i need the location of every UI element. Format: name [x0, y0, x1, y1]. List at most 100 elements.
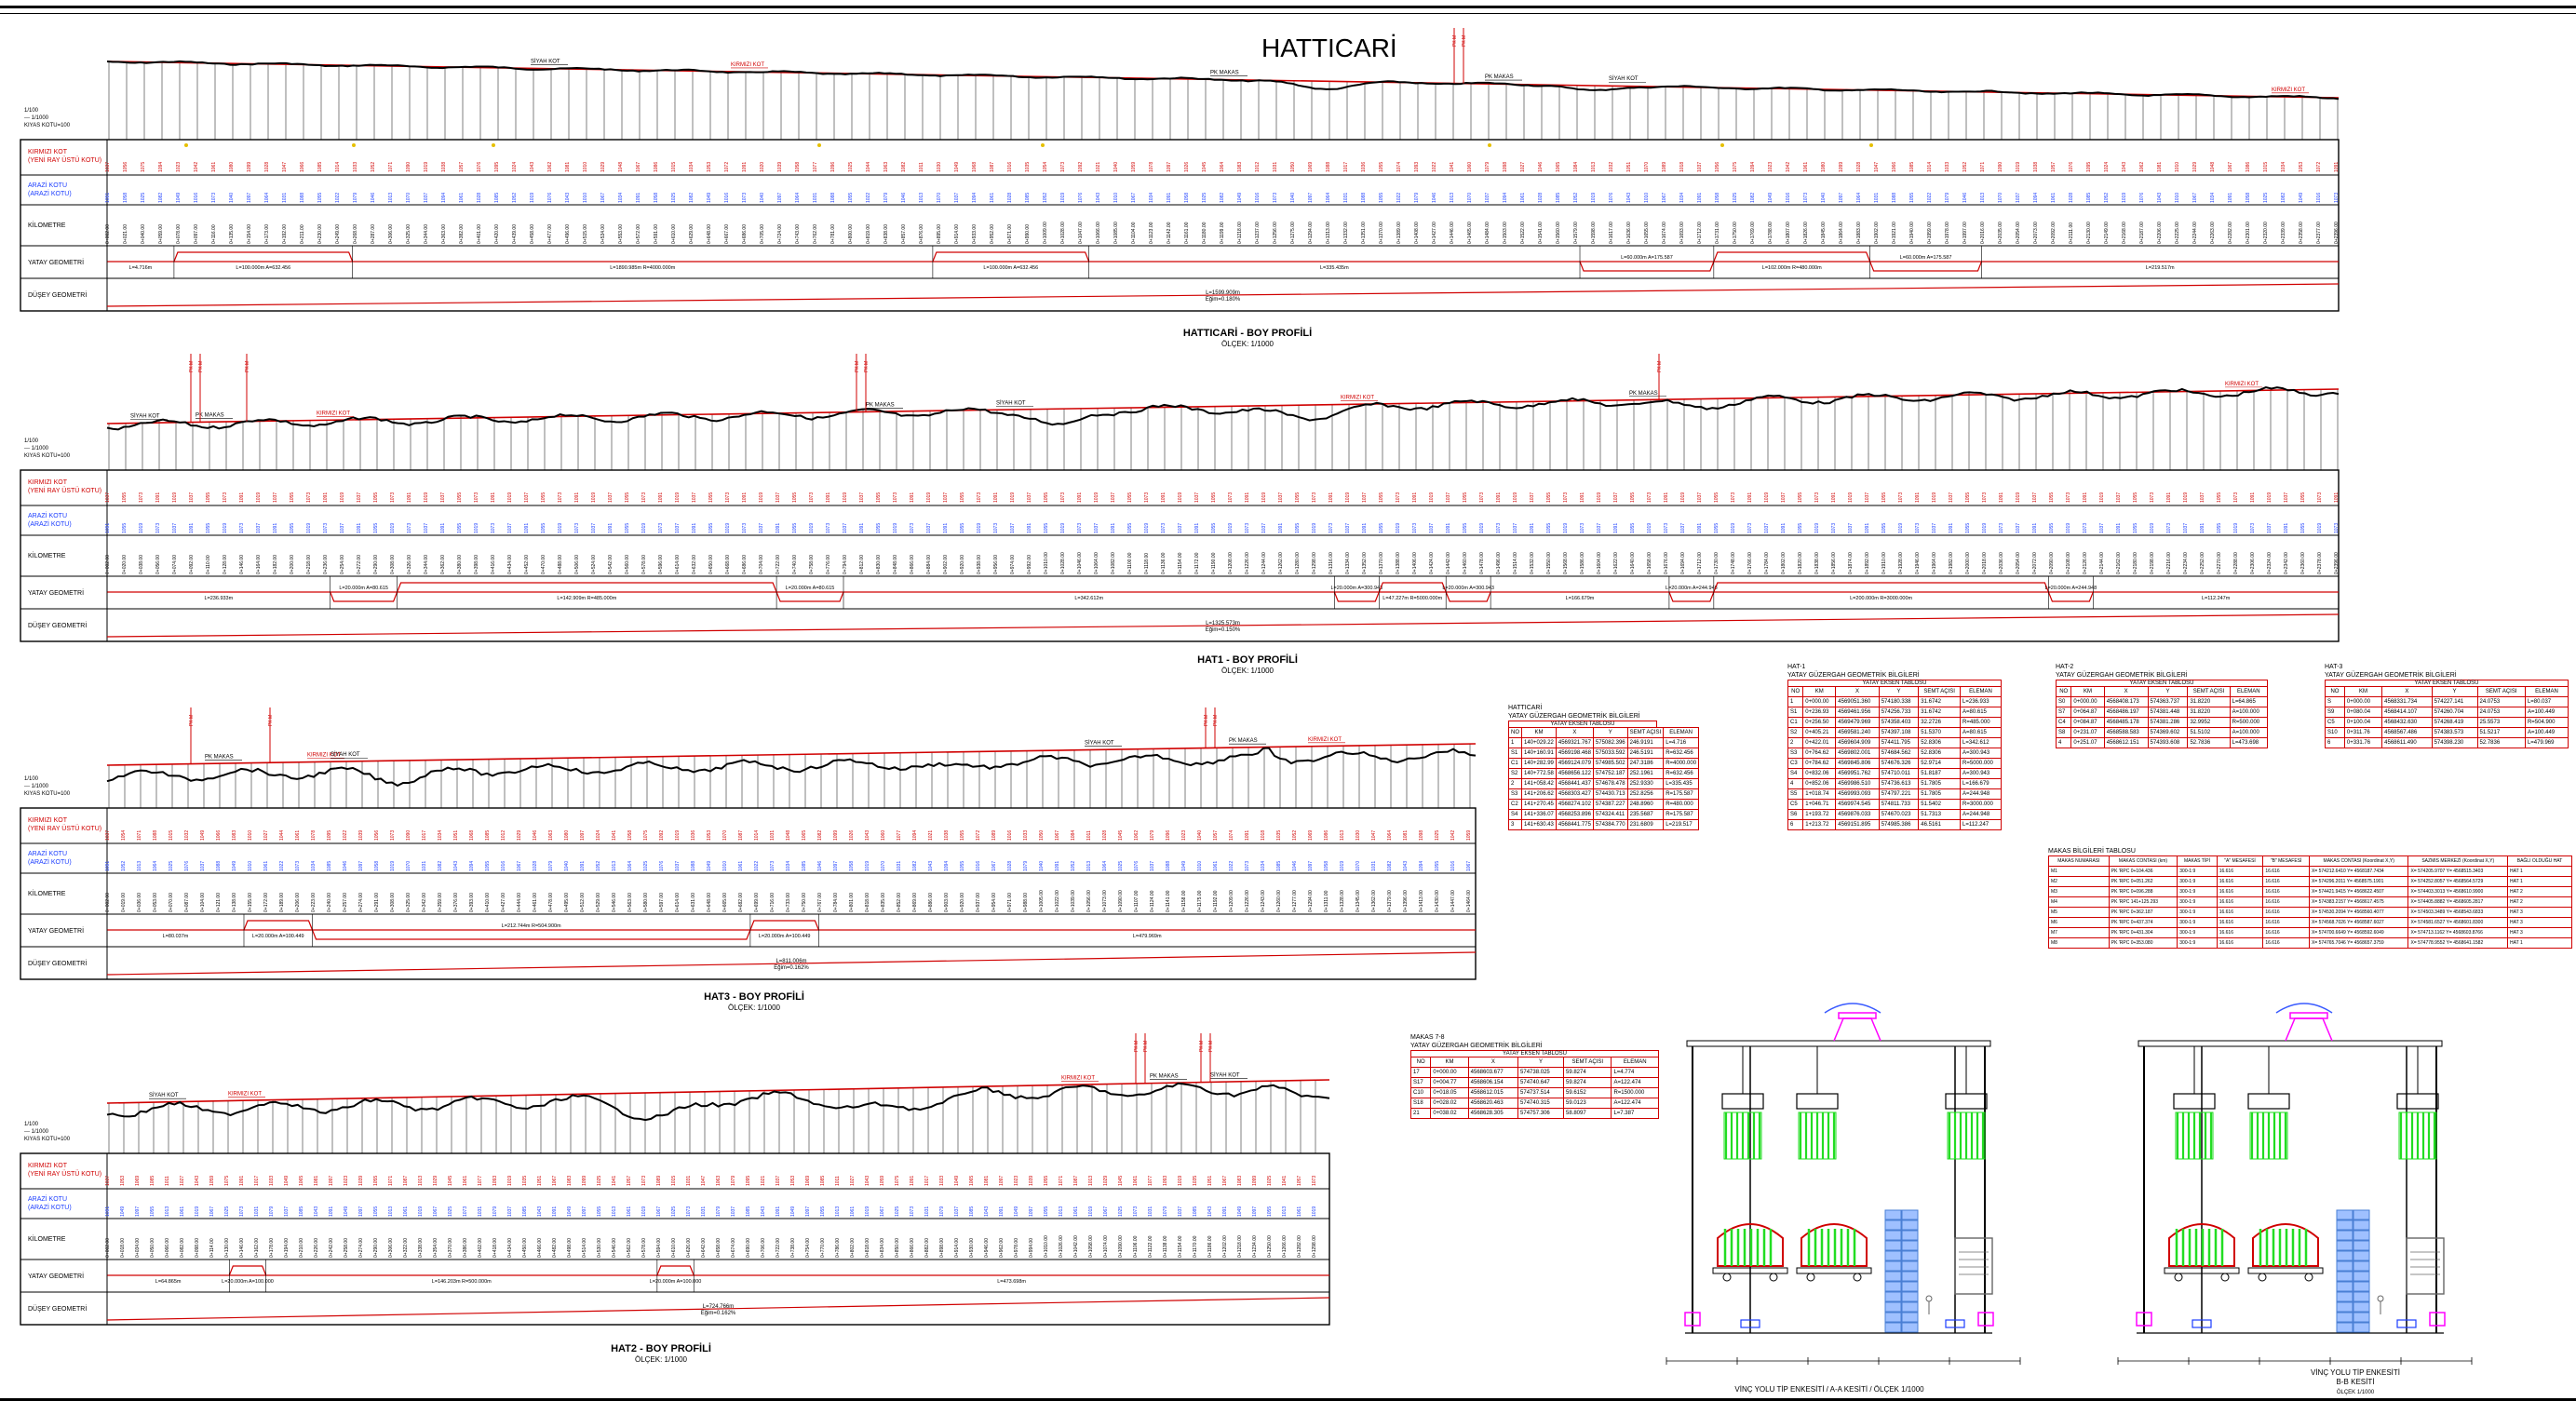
station-red-kot: 1021 [1096, 162, 1101, 172]
station-km: 0+758.00 [809, 555, 815, 574]
station-red-kot: 1061 [463, 1176, 468, 1186]
table-cell: R=4000.000 [1663, 758, 1700, 769]
station-red-kot: 1037 [105, 1176, 111, 1186]
table-cell: 574363.737 [2147, 696, 2189, 707]
station-arazi-kot: 1058 [123, 193, 128, 203]
station-km: 0+597.00 [659, 893, 665, 912]
station-km: 0+1158.00 [1181, 890, 1187, 912]
table-row: 6 0+331.76 4568611.490 574398.230 52.7836 L=4… [2325, 737, 2569, 748]
table-cell: 0+422.01 [1802, 737, 1837, 748]
dusey-length: L=1599.909m [1206, 290, 1240, 296]
table-header-row: MAKAS NUMARASI MAKAS CONTASI (km) MAKAS Tİ… [2048, 855, 2572, 867]
table-cell: 0+004.77 [1430, 1077, 1469, 1088]
station-km: 0+050.00 [150, 1238, 155, 1258]
table-row: 2 0+422.01 4569604.909 574411.795 52.8306 L=3… [1787, 737, 2002, 748]
station-arazi-kot: 1079 [353, 193, 358, 203]
station-km: 0+882.00 [924, 1238, 930, 1258]
station-red-kot: 1069 [135, 1176, 141, 1186]
table-cell: 16.616 [2216, 927, 2264, 938]
station-arazi-kot: 1043 [1207, 1206, 1213, 1217]
station-red-kot: 1045 [1202, 162, 1207, 172]
station-arazi-kot: 1085 [746, 1206, 751, 1217]
station-km: 0+470.00 [541, 555, 546, 574]
station-km: 0+1838.00 [1814, 552, 1820, 574]
station-km: 0+1676.00 [1664, 552, 1669, 574]
station-red-kot: 1091 [2083, 492, 2088, 503]
station-red-kot: 1043 [530, 162, 535, 172]
table-cell: 59.8274 [1562, 1067, 1612, 1078]
row-label-arazi-sub: (ARAZİ KOTU) [28, 1203, 72, 1211]
station-km: 0+078.00 [176, 224, 182, 244]
table-row: C4 0+084.87 4568485.178 574381.286 32.9952 R=… [2055, 717, 2269, 728]
red-grade-line [106, 388, 2340, 424]
station-arazi-kot: 1064 [1326, 193, 1331, 203]
station-red-kot: 1035 [1193, 1176, 1198, 1186]
station-arazi-kot: 1091 [1111, 523, 1116, 533]
table-cell: S1 [1787, 707, 1804, 718]
station-red-kot: 1017 [254, 1176, 260, 1186]
station-red-kot: 1037 [2284, 492, 2289, 503]
table-row: S 0+000.00 4568331.734 574227.141 24.0753 L=8… [2325, 696, 2569, 707]
station-km: 0+066.00 [165, 1238, 170, 1258]
station-km: 0+1073.00 [1102, 890, 1108, 912]
table-cell: 574383.573 [2431, 727, 2478, 738]
table-row: 1 0+000.00 4569051.360 574180.338 31.6742 L=2… [1787, 696, 2002, 707]
station-arazi-kot: 1037 [1178, 523, 1183, 533]
profile-mark-kirmizi: KIRMIZI KOT [228, 1092, 262, 1098]
wagon-chassis [2247, 1267, 2324, 1274]
station-arazi-kot: 1073 [323, 523, 329, 533]
station-arazi-kot: 1019 [641, 1206, 647, 1217]
profile-mark-kirmizi: KIRMIZI KOT [1308, 737, 1342, 743]
table-cell: 4568612.151 [2103, 737, 2149, 748]
station-red-kot: 1043 [195, 1176, 200, 1186]
station-red-kot: 1015 [671, 162, 677, 172]
caption-hat2: HAT2 - BOY PROFİLİ ÖLÇEK: 1/1000 [503, 1343, 819, 1364]
row-label-kirmizi: KIRMIZI KOT [28, 817, 68, 824]
station-red-kot: 1071 [388, 162, 394, 172]
station-arazi-kot: 1085 [522, 1206, 528, 1217]
station-red-kot: 1024 [596, 830, 601, 841]
wagon-outline [2252, 1223, 2319, 1267]
table-cell: S [2325, 696, 2345, 707]
station-arazi-kot: 1019 [1060, 193, 1066, 203]
station-km: 0+342.00 [422, 893, 427, 912]
table-row: S2 140+772.58 4568656.122 574752.187 252.196… [1508, 768, 1700, 779]
station-arazi-kot: 1073 [1664, 523, 1669, 533]
yatay-curve [228, 1265, 267, 1276]
station-arazi-kot: 1097 [805, 1206, 811, 1217]
row-label-km: KİLOMETRE [28, 221, 66, 229]
profile-mark-siyah: SİYAH KOT [531, 58, 560, 64]
caption-section-bb: VİNÇ YOLU TİP ENKESİTİ B-B KESİTİ ÖLÇEK … [2253, 1368, 2458, 1397]
station-arazi-kot: 1070 [406, 861, 411, 871]
wagon-wheel [1806, 1273, 1815, 1282]
station-red-kot: 1041 [1450, 162, 1455, 172]
table-cell: 25.5573 [2476, 717, 2526, 728]
station-arazi-kot: 1085 [1025, 193, 1031, 203]
table-cell: S7 [2055, 707, 2072, 718]
station-km: 0+818.00 [865, 893, 870, 912]
table-title: HAT-2 [2056, 664, 2074, 670]
station-arazi-kot: 1079 [1163, 1206, 1168, 1217]
station-red-kot: 1048 [2210, 162, 2216, 172]
table-row: M7 PK 'RPC 0+431.304 300-1:9 16.616 16.616 X=… [2048, 927, 2572, 938]
station-red-kot: 1012 [501, 830, 506, 841]
dusey-slope: Eğim=0.150% [1206, 627, 1241, 633]
station-red-kot: 1037 [105, 162, 111, 172]
station-km: 0+506.00 [574, 555, 580, 574]
makas-marker-label: PK M [1199, 1041, 1205, 1052]
station-red-kot: 1055 [373, 492, 379, 503]
station-red-kot: 1087 [990, 162, 995, 172]
table-cell: HAT 3 [2507, 917, 2572, 928]
station-arazi-kot: 1091 [1949, 523, 1954, 533]
geometry-table: NO KM X Y SEMT AÇISI ELEMAN 1 0+000.00 4569051.3… [1787, 686, 2002, 830]
station-arazi-kot: 1019 [865, 1206, 870, 1217]
table-cell: 574381.448 [2147, 707, 2189, 718]
table-header-cell: X [1555, 727, 1594, 738]
station-km: 0+380.00 [457, 555, 463, 574]
table-cell: L=112.247 [1960, 819, 2002, 830]
station-red-kot: 1037 [1697, 162, 1703, 172]
station-red-kot: 1027 [850, 1176, 856, 1186]
station-arazi-kot: 1073 [1747, 523, 1753, 533]
rail-box [1977, 1312, 1994, 1327]
station-red-kot: 1055 [2300, 492, 2306, 503]
